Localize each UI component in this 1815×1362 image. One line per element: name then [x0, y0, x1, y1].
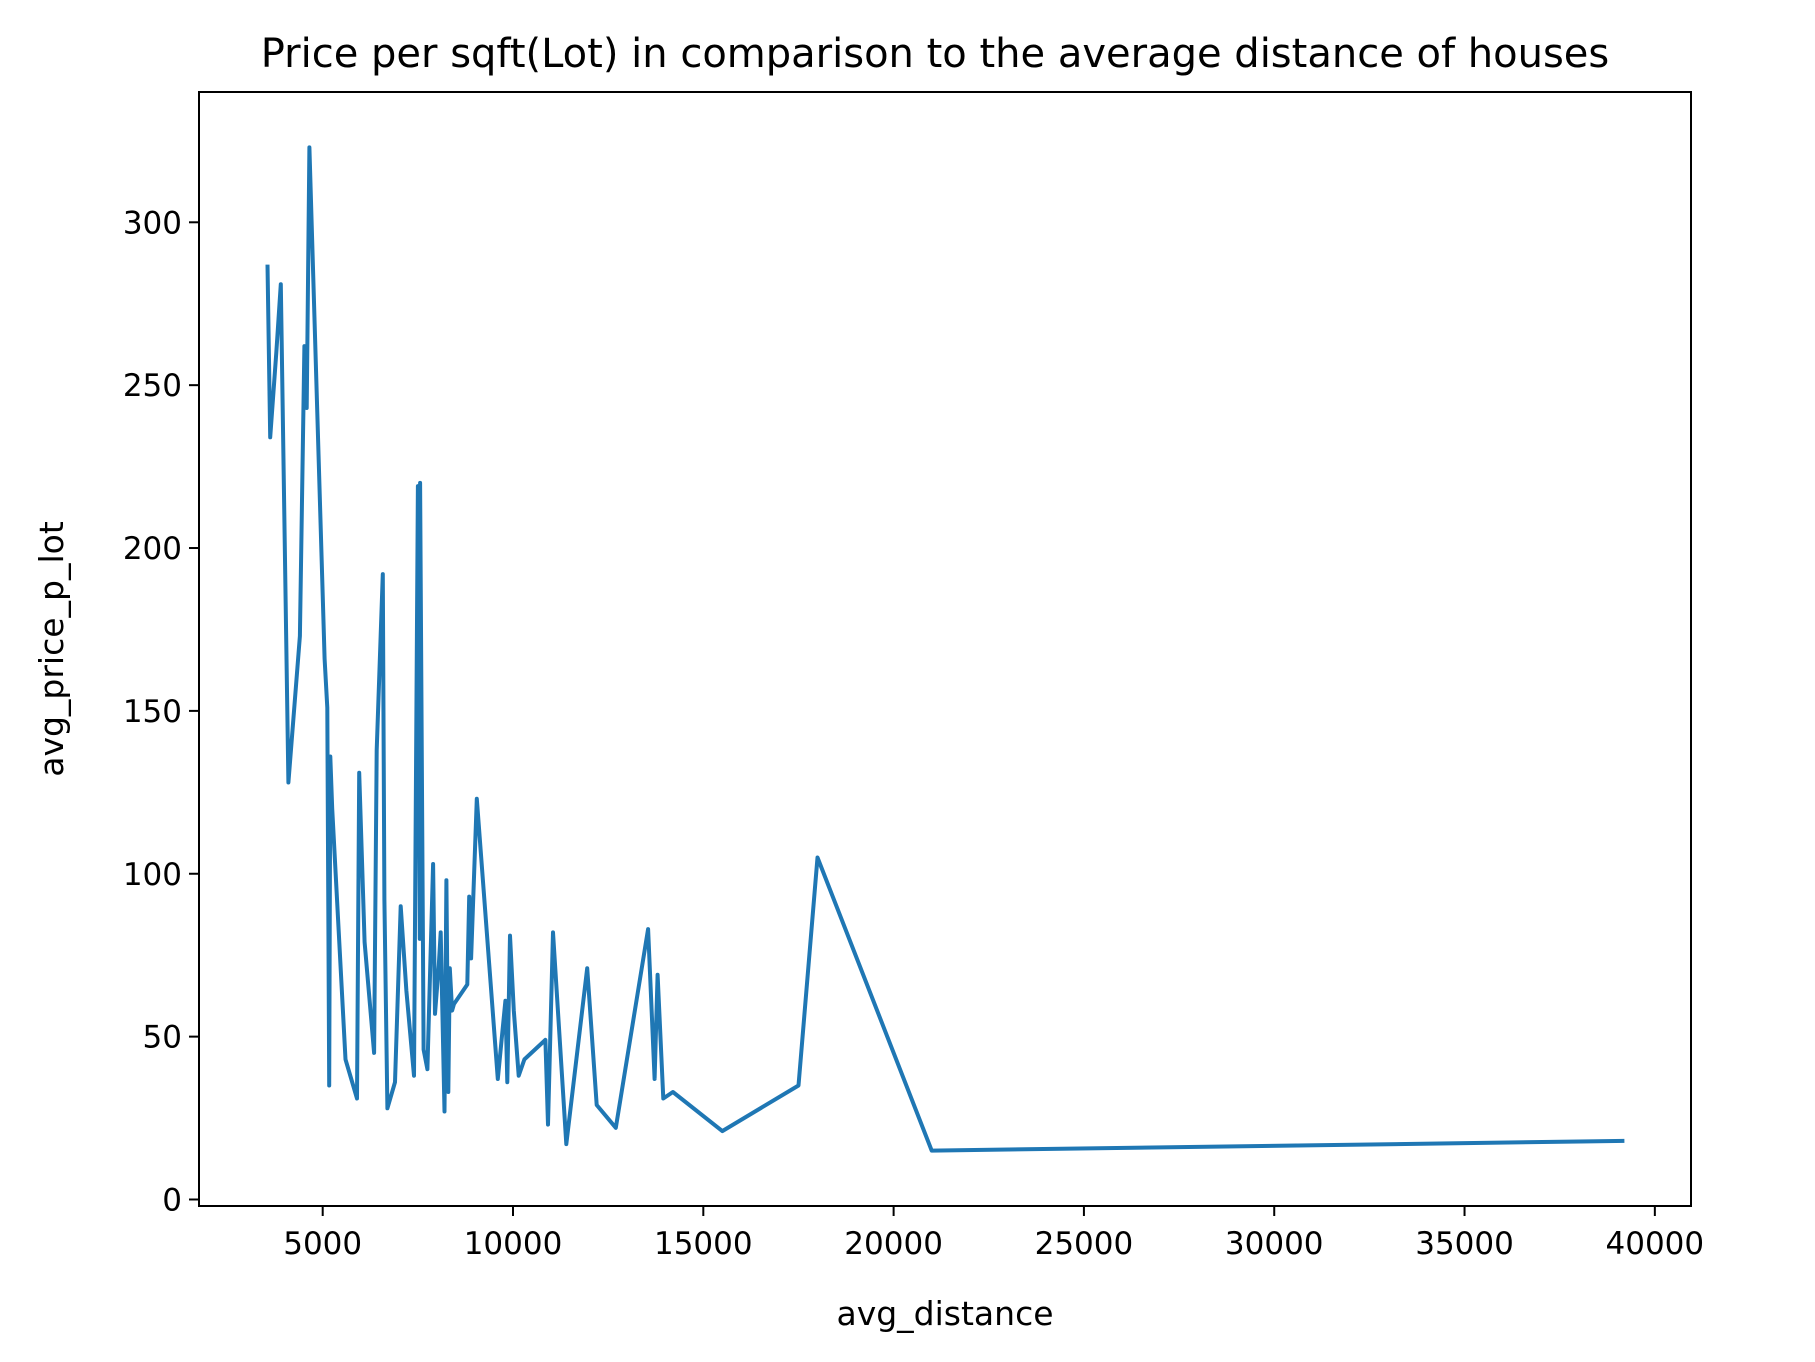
y-axis-label: avg_price_p_lot — [32, 521, 71, 777]
x-tick-label: 35000 — [1415, 1226, 1514, 1262]
x-tick-label: 10000 — [464, 1226, 563, 1262]
x-tick-label: 5000 — [283, 1226, 362, 1262]
series-line — [265, 145, 1625, 1153]
x-tick-label: 25000 — [1035, 1226, 1134, 1262]
x-tick-label: 15000 — [654, 1226, 753, 1262]
y-axis-ticks: 0 50 100 150 200 250 300 — [123, 205, 199, 1218]
y-tick-label: 300 — [123, 205, 182, 241]
y-tick-label: 150 — [123, 694, 182, 730]
y-tick-label: 200 — [123, 531, 182, 567]
x-axis-ticks: 5000 10000 15000 20000 25000 30000 35000 40000 — [283, 1206, 1704, 1262]
x-tick-label: 40000 — [1606, 1226, 1705, 1262]
x-axis-label: avg_distance — [836, 1294, 1053, 1333]
y-tick-label: 50 — [143, 1020, 182, 1056]
y-tick-label: 0 — [162, 1182, 182, 1218]
plot-frame — [198, 91, 1692, 1207]
x-tick-label: 20000 — [844, 1226, 943, 1262]
x-tick-label: 30000 — [1225, 1226, 1324, 1262]
chart-title: Price per sqft(Lot) in comparison to the… — [261, 31, 1610, 77]
y-tick-label: 250 — [123, 368, 182, 404]
y-tick-label: 100 — [123, 857, 182, 893]
